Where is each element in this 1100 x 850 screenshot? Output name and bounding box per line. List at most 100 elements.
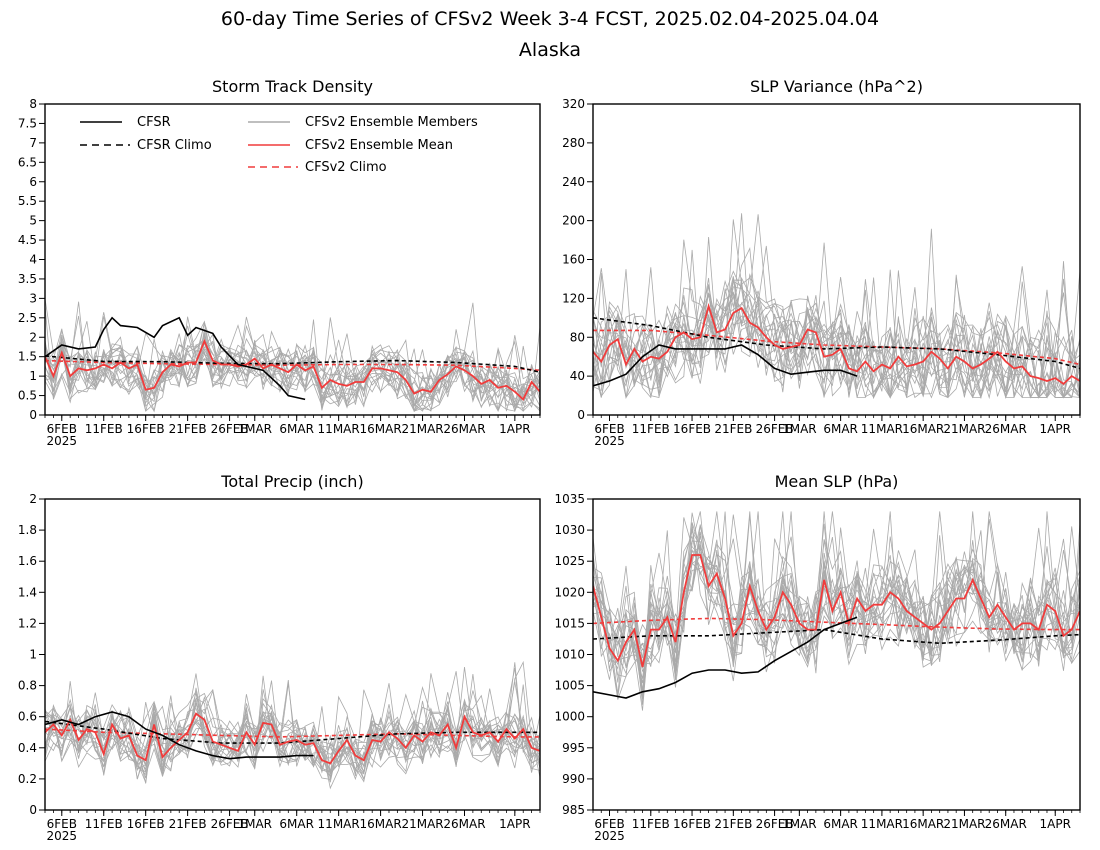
ensemble-member-line xyxy=(45,688,540,773)
x-tick-label: 6FEB xyxy=(47,817,77,831)
series-cfsr-climo xyxy=(45,720,540,744)
ensemble-member-line xyxy=(593,549,1080,694)
ensemble-member-line xyxy=(593,270,1080,399)
y-tick-label: 1.4 xyxy=(18,585,37,599)
series-cfsr xyxy=(593,344,858,387)
y-tick-label: 2 xyxy=(29,492,37,506)
y-tick-label: 280 xyxy=(562,136,585,150)
plot-area xyxy=(45,298,540,413)
x-tick-label: 6MAR xyxy=(279,422,314,436)
x-tick-label: 1MAR xyxy=(237,817,272,831)
x-tick-label: 21FEB xyxy=(714,817,752,831)
series-cfsv2-climo xyxy=(593,329,1080,366)
ensemble-member-line xyxy=(45,668,540,780)
x-tick-label: 21FEB xyxy=(714,422,752,436)
series-ens-mean xyxy=(45,712,540,765)
y-tick-label: 0.4 xyxy=(18,741,37,755)
y-tick-label: 160 xyxy=(562,253,585,267)
panel-4: Mean SLP (hPa) 985 990 995 1000 1005 1010 1015 1… xyxy=(554,472,1081,843)
ensemble-member-line xyxy=(45,320,540,412)
x-tick-label: 21MAR xyxy=(943,817,985,831)
panel-title: Total Precip (inch) xyxy=(220,472,363,491)
chart-panels: Storm Track Density 0 0.5 1 1.5 2 2.5 3 3.5 4 4.5 5… xyxy=(18,77,1081,843)
y-tick-label: 1005 xyxy=(554,679,585,693)
y-tick-label: 1 xyxy=(29,369,37,383)
x-tick-label: 16FEB xyxy=(127,817,165,831)
panel-1: Storm Track Density 0 0.5 1 1.5 2 2.5 3 3.5 4 4.5 5… xyxy=(18,77,541,448)
x-tick-label: 16MAR xyxy=(360,422,402,436)
y-tick-label: 1000 xyxy=(554,710,585,724)
x-year-label: 2025 xyxy=(47,434,78,448)
ensemble-member-line xyxy=(593,530,1080,705)
ensemble-member-line xyxy=(593,524,1080,683)
y-tick-label: 8 xyxy=(29,97,37,111)
x-tick-label: 11FEB xyxy=(632,422,670,436)
series-cfsr xyxy=(45,711,314,760)
y-tick-label: 5 xyxy=(29,214,37,228)
y-tick-label: 4.5 xyxy=(18,233,37,247)
legend-cfsr-label: CFSR xyxy=(137,115,171,130)
x-tick-label: 21MAR xyxy=(943,422,985,436)
x-tick-label: 6MAR xyxy=(823,422,858,436)
y-tick-label: 3 xyxy=(29,291,37,305)
legend-members-label: CFSv2 Ensemble Members xyxy=(305,115,478,130)
y-tick-label: 6.5 xyxy=(18,155,37,169)
ensemble-member-line xyxy=(45,684,540,785)
y-tick-label: 1 xyxy=(29,648,37,662)
y-tick-label: 7.5 xyxy=(18,116,37,130)
y-tick-label: 1025 xyxy=(554,554,585,568)
y-tick-label: 3.5 xyxy=(18,272,37,286)
y-tick-label: 80 xyxy=(570,330,585,344)
legend: CFSR CFSR Climo CFSv2 Ensemble Members C… xyxy=(80,115,478,175)
x-tick-label: 6FEB xyxy=(47,422,77,436)
panel-title: Storm Track Density xyxy=(212,77,373,96)
series-ens-mean xyxy=(45,338,540,401)
y-tick-label: 995 xyxy=(562,741,585,755)
x-tick-label: 26FEB xyxy=(756,422,794,436)
x-tick-label: 16MAR xyxy=(902,817,944,831)
x-tick-label: 11MAR xyxy=(318,422,360,436)
ensemble-member-line xyxy=(593,219,1080,399)
x-tick-label: 1MAR xyxy=(237,422,272,436)
y-tick-label: 6 xyxy=(29,175,37,189)
x-tick-label: 21MAR xyxy=(401,817,443,831)
y-tick-label: 0.5 xyxy=(18,389,37,403)
x-tick-label: 6MAR xyxy=(279,817,314,831)
y-tick-label: 990 xyxy=(562,772,585,786)
y-tick-label: 40 xyxy=(570,369,585,383)
x-tick-label: 16FEB xyxy=(673,817,711,831)
ensemble-member-line xyxy=(593,228,1080,399)
y-tick-label: 320 xyxy=(562,97,585,111)
y-tick-label: 0.6 xyxy=(18,710,37,724)
y-tick-label: 1020 xyxy=(554,585,585,599)
x-tick-label: 21FEB xyxy=(169,422,207,436)
series-ens-mean xyxy=(593,554,1080,668)
x-tick-label: 11FEB xyxy=(85,817,123,831)
series-cfsr xyxy=(45,316,306,401)
x-tick-label: 11MAR xyxy=(861,817,903,831)
ensemble-member-line xyxy=(593,511,1080,696)
x-tick-label: 21FEB xyxy=(169,817,207,831)
series-cfsr xyxy=(593,616,858,699)
y-tick-label: 4 xyxy=(29,253,37,267)
ensemble-member-line xyxy=(593,249,1080,399)
x-tick-label: 11FEB xyxy=(85,422,123,436)
series-cfsr-climo xyxy=(593,317,1080,370)
x-tick-label: 11MAR xyxy=(861,422,903,436)
y-tick-label: 985 xyxy=(562,803,585,817)
plot-frame xyxy=(44,498,541,811)
y-tick-label: 1035 xyxy=(554,492,585,506)
ensemble-member-line xyxy=(45,326,540,412)
panel-3: Total Precip (inch) 0 0.2 0.4 0.6 0.8 1 1.2 1.4 1… xyxy=(18,472,541,843)
x-tick-label: 26MAR xyxy=(985,817,1027,831)
series-ens-mean xyxy=(593,302,1080,386)
x-tick-label: 26MAR xyxy=(985,422,1027,436)
y-tick-label: 2.5 xyxy=(18,311,37,325)
y-tick-label: 5.5 xyxy=(18,194,37,208)
y-tick-label: 2 xyxy=(29,330,37,344)
ensemble-member-line xyxy=(45,671,540,790)
panel-title: Mean SLP (hPa) xyxy=(775,472,899,491)
ensemble-member-line xyxy=(593,517,1080,675)
x-tick-label: 26FEB xyxy=(211,817,249,831)
y-tick-label: 1.5 xyxy=(18,350,37,364)
